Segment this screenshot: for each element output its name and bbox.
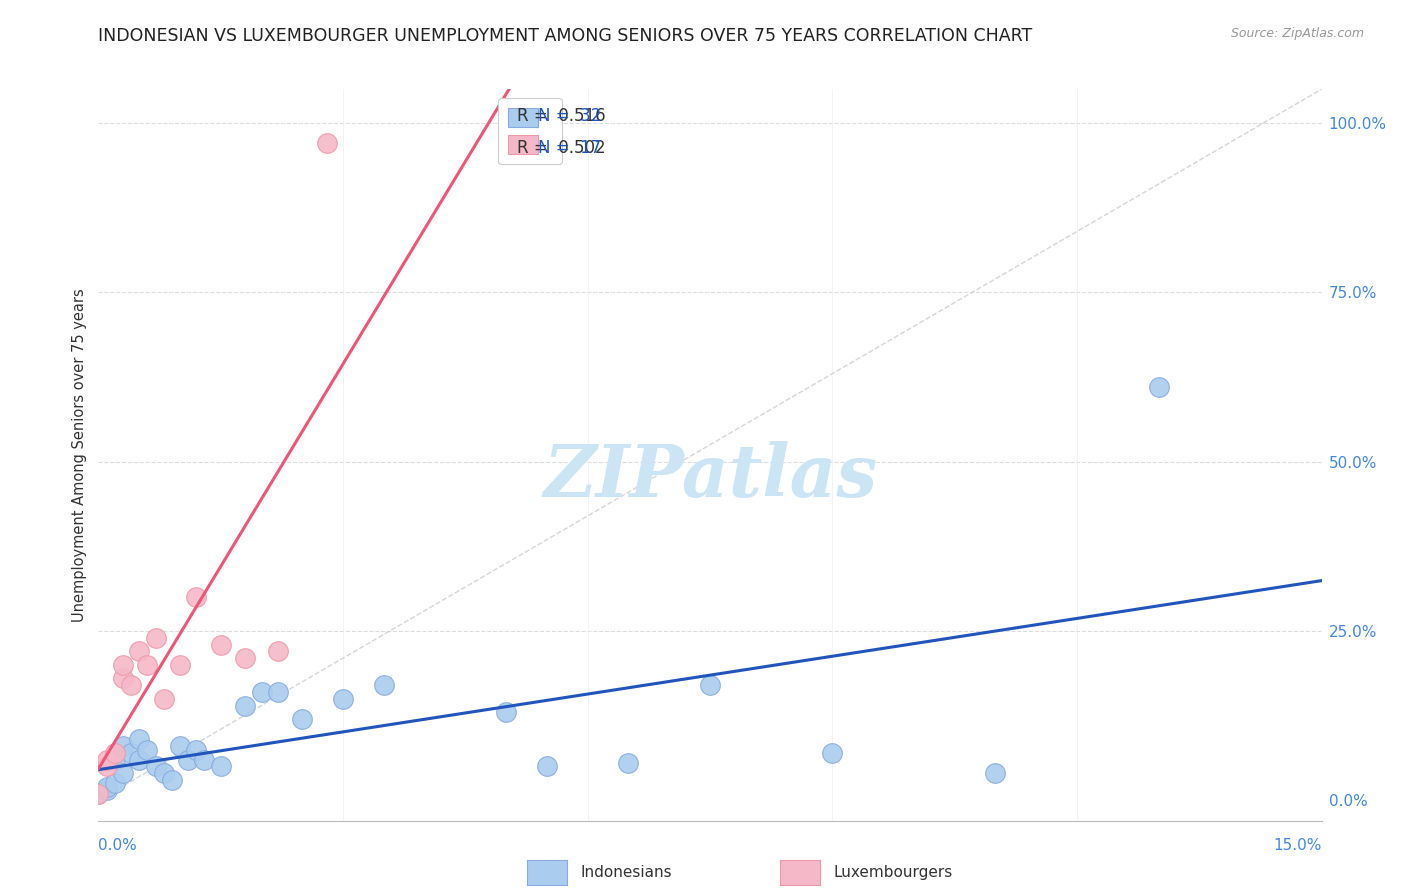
- Point: [169, 657, 191, 672]
- Point: [104, 776, 127, 790]
- Point: [617, 756, 640, 770]
- Text: R =  0.516: R = 0.516: [517, 106, 606, 125]
- Text: Luxembourgers: Luxembourgers: [834, 865, 953, 880]
- Text: R =  0.502: R = 0.502: [517, 138, 606, 157]
- Point: [104, 746, 127, 760]
- Y-axis label: Unemployment Among Seniors over 75 years: Unemployment Among Seniors over 75 years: [72, 288, 87, 622]
- Point: [111, 766, 134, 780]
- Point: [128, 732, 150, 747]
- Point: [193, 753, 215, 767]
- Point: [120, 746, 142, 760]
- Point: [177, 753, 200, 767]
- Point: [291, 712, 314, 726]
- Point: [250, 685, 273, 699]
- Point: [136, 742, 159, 756]
- Point: [111, 672, 134, 686]
- Point: [495, 706, 517, 720]
- Point: [315, 136, 337, 151]
- Point: [152, 766, 174, 780]
- Point: [145, 759, 167, 773]
- Point: [96, 780, 118, 794]
- Point: [332, 691, 354, 706]
- Point: [984, 766, 1007, 780]
- Text: INDONESIAN VS LUXEMBOURGER UNEMPLOYMENT AMONG SENIORS OVER 75 YEARS CORRELATION : INDONESIAN VS LUXEMBOURGER UNEMPLOYMENT …: [98, 27, 1032, 45]
- Point: [821, 746, 844, 760]
- Point: [104, 753, 127, 767]
- Point: [152, 691, 174, 706]
- Point: [699, 678, 721, 692]
- Point: [233, 651, 256, 665]
- Point: [120, 678, 142, 692]
- Text: Source: ZipAtlas.com: Source: ZipAtlas.com: [1230, 27, 1364, 40]
- Point: [111, 739, 134, 753]
- Point: [136, 657, 159, 672]
- Point: [87, 787, 110, 801]
- Point: [233, 698, 256, 713]
- Legend:  ,  : ,: [498, 97, 562, 164]
- Point: [186, 590, 208, 604]
- Point: [128, 753, 150, 767]
- Point: [373, 678, 395, 692]
- Point: [186, 742, 208, 756]
- Point: [96, 759, 118, 773]
- Point: [160, 772, 183, 787]
- Point: [96, 753, 118, 767]
- Point: [209, 759, 232, 773]
- Point: [169, 739, 191, 753]
- Point: [96, 783, 118, 797]
- Point: [267, 685, 290, 699]
- Text: ZIPatlas: ZIPatlas: [543, 442, 877, 512]
- Point: [267, 644, 290, 658]
- Point: [145, 631, 167, 645]
- Point: [128, 644, 150, 658]
- Point: [87, 787, 110, 801]
- Point: [1147, 380, 1170, 394]
- Point: [209, 638, 232, 652]
- Text: 15.0%: 15.0%: [1274, 838, 1322, 853]
- Point: [536, 759, 558, 773]
- Text: N =  17: N = 17: [538, 138, 602, 157]
- Text: Indonesians: Indonesians: [581, 865, 672, 880]
- Text: 0.0%: 0.0%: [98, 838, 138, 853]
- Text: N =  32: N = 32: [538, 106, 602, 125]
- Point: [111, 657, 134, 672]
